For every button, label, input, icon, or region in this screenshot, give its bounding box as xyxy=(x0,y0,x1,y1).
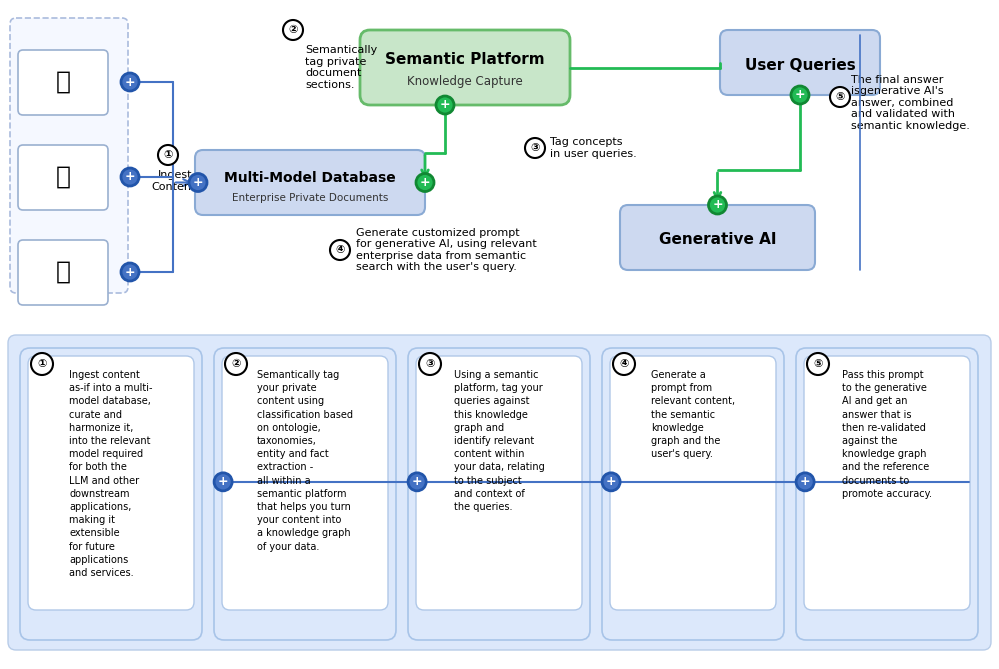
Text: Semantic Platform: Semantic Platform xyxy=(386,52,544,68)
Text: Ingest content
as-if into a multi-
model database,
curate and
harmonize it,
into: Ingest content as-if into a multi- model… xyxy=(69,370,153,578)
Text: Enterprise Private Documents: Enterprise Private Documents xyxy=(232,193,389,203)
Circle shape xyxy=(602,473,620,491)
FancyBboxPatch shape xyxy=(28,356,194,610)
Circle shape xyxy=(807,353,829,375)
Text: Generative AI: Generative AI xyxy=(658,233,776,248)
FancyBboxPatch shape xyxy=(610,356,776,610)
Text: 📖: 📖 xyxy=(56,165,71,189)
FancyBboxPatch shape xyxy=(222,356,388,610)
Text: Semantically tag
your private
content using
classification based
on ontologie,
t: Semantically tag your private content us… xyxy=(257,370,353,552)
Text: +: + xyxy=(712,199,723,211)
Text: ④: ④ xyxy=(336,245,345,255)
Circle shape xyxy=(409,473,427,491)
Circle shape xyxy=(830,87,850,107)
Text: ⑤: ⑤ xyxy=(813,359,823,369)
FancyBboxPatch shape xyxy=(408,348,590,640)
Text: Generate a
prompt from
relevant content,
the semantic
knowledge
graph and the
us: Generate a prompt from relevant content,… xyxy=(651,370,735,459)
Circle shape xyxy=(416,173,434,191)
Text: +: + xyxy=(605,476,616,488)
FancyBboxPatch shape xyxy=(8,335,991,650)
Text: User Queries: User Queries xyxy=(744,58,855,72)
Text: ③: ③ xyxy=(426,359,435,369)
Text: Knowledge Capture: Knowledge Capture xyxy=(408,76,522,88)
Text: ②: ② xyxy=(232,359,241,369)
FancyBboxPatch shape xyxy=(18,145,108,210)
Circle shape xyxy=(31,353,53,375)
Circle shape xyxy=(613,353,635,375)
FancyBboxPatch shape xyxy=(720,30,880,95)
Text: Multi-Model Database: Multi-Model Database xyxy=(224,171,396,185)
FancyBboxPatch shape xyxy=(602,348,784,640)
Circle shape xyxy=(436,96,454,114)
Circle shape xyxy=(330,240,350,260)
Circle shape xyxy=(225,353,247,375)
FancyBboxPatch shape xyxy=(796,348,978,640)
Text: ④: ④ xyxy=(619,359,628,369)
FancyBboxPatch shape xyxy=(360,30,570,105)
Circle shape xyxy=(189,173,207,191)
Text: ①: ① xyxy=(163,150,173,160)
Circle shape xyxy=(121,263,139,281)
Circle shape xyxy=(525,138,545,158)
FancyBboxPatch shape xyxy=(18,240,108,305)
Circle shape xyxy=(708,196,726,214)
Text: Pass this prompt
to the generative
AI and get an
answer that is
then re-validate: Pass this prompt to the generative AI an… xyxy=(842,370,932,499)
FancyBboxPatch shape xyxy=(20,348,202,640)
FancyBboxPatch shape xyxy=(416,356,582,610)
Text: +: + xyxy=(420,176,431,189)
Circle shape xyxy=(796,473,814,491)
FancyBboxPatch shape xyxy=(804,356,970,610)
Circle shape xyxy=(283,20,303,40)
Text: 📂: 📂 xyxy=(56,260,71,284)
Text: +: + xyxy=(193,176,204,189)
Circle shape xyxy=(791,86,809,104)
FancyBboxPatch shape xyxy=(10,18,128,293)
Text: ①: ① xyxy=(37,359,47,369)
Text: ②: ② xyxy=(289,25,298,35)
Text: +: + xyxy=(440,98,451,112)
Text: +: + xyxy=(794,88,805,102)
Text: ✅: ✅ xyxy=(56,70,71,94)
Text: +: + xyxy=(800,476,810,488)
FancyBboxPatch shape xyxy=(214,348,396,640)
Text: +: + xyxy=(125,266,135,278)
Circle shape xyxy=(121,73,139,91)
FancyBboxPatch shape xyxy=(620,205,815,270)
Circle shape xyxy=(419,353,441,375)
Text: ③: ③ xyxy=(530,143,539,153)
Text: Tag concepts
in user queries.: Tag concepts in user queries. xyxy=(550,137,636,159)
Circle shape xyxy=(214,473,232,491)
Text: ⑤: ⑤ xyxy=(835,92,845,102)
Text: The final answer
isgenerative AI's
answer, combined
and validated with
semantic : The final answer isgenerative AI's answe… xyxy=(851,63,970,131)
Text: +: + xyxy=(412,476,423,488)
Text: +: + xyxy=(125,171,135,183)
Text: Using a semantic
platform, tag your
queries against
this knowledge
graph and
ide: Using a semantic platform, tag your quer… xyxy=(454,370,544,512)
Text: +: + xyxy=(218,476,229,488)
Text: Semantically
tag private
document
sections.: Semantically tag private document sectio… xyxy=(305,45,378,90)
Circle shape xyxy=(121,168,139,186)
Text: +: + xyxy=(125,76,135,88)
FancyBboxPatch shape xyxy=(195,150,425,215)
Text: Generate customized prompt
for generative AI, using relevant
enterprise data fro: Generate customized prompt for generativ… xyxy=(356,227,536,272)
Text: Ingest
Content.: Ingest Content. xyxy=(151,170,199,191)
FancyBboxPatch shape xyxy=(18,50,108,115)
Circle shape xyxy=(158,145,178,165)
